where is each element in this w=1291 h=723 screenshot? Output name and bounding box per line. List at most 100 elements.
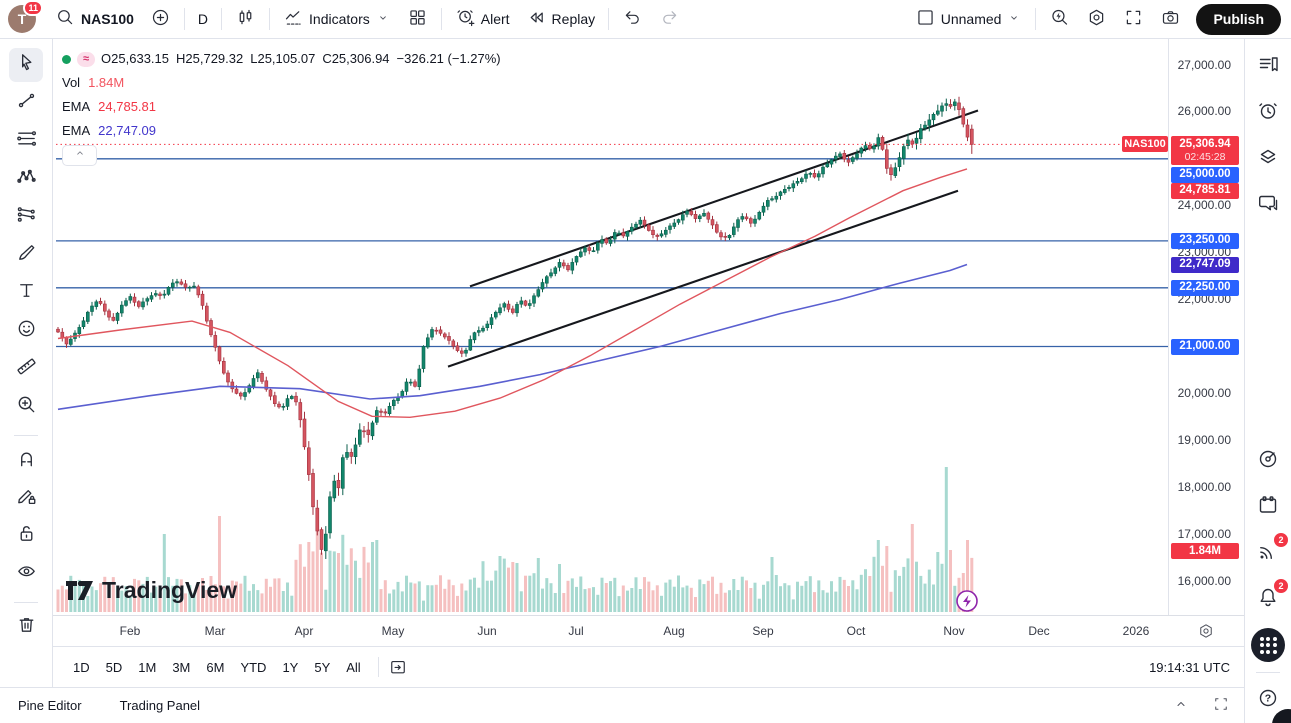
news-lightning-marker[interactable]: [956, 590, 978, 612]
undo-button[interactable]: [615, 4, 650, 34]
price-level-badge: 21,000.00: [1171, 338, 1239, 355]
compare-add-symbol-button[interactable]: [143, 4, 178, 34]
chat-button[interactable]: [1251, 188, 1285, 222]
volume-value: 1.84M: [88, 75, 125, 90]
panel-expand-icon[interactable]: [1212, 695, 1230, 716]
legend-collapse-button[interactable]: [62, 145, 97, 166]
time-axis-settings-gear-icon[interactable]: [1197, 622, 1215, 643]
time-axis-label: Apr: [294, 624, 314, 638]
panel-chevron-up-icon[interactable]: [1172, 695, 1190, 716]
apps-grid-button[interactable]: [1251, 628, 1285, 662]
tool-ruler[interactable]: [9, 352, 43, 386]
indicators-button[interactable]: Indicators: [276, 4, 398, 34]
tool-zoom-in[interactable]: [9, 390, 43, 424]
corner-floating-button[interactable]: [1272, 709, 1291, 723]
chart-pane[interactable]: ≈ O25,633.15 H25,729.32 L25,105.07 C25,3…: [53, 39, 1244, 687]
tool-text[interactable]: [9, 276, 43, 310]
time-axis[interactable]: Feb Mar Apr May Jun Jul Aug Sep Oct Nov Dec 2026: [53, 615, 1244, 646]
redo-button[interactable]: [652, 4, 687, 34]
tool-remove-all[interactable]: [9, 610, 43, 644]
tool-emoji[interactable]: [9, 314, 43, 348]
go-to-date-button[interactable]: [388, 657, 408, 677]
bottom-tab-trading-panel[interactable]: Trading Panel: [119, 698, 201, 713]
tool-trend-line[interactable]: [9, 86, 43, 120]
range-button-1y[interactable]: 1Y: [282, 659, 299, 675]
range-button-1m[interactable]: 1M: [138, 659, 157, 675]
interval-label: D: [197, 11, 209, 27]
market-status-dot: [62, 54, 71, 64]
indicator-templates-button[interactable]: [400, 4, 435, 34]
forecast-icon: [15, 203, 38, 231]
price-level-badge: 1.84M: [1171, 543, 1239, 559]
range-button-ytd[interactable]: YTD: [240, 659, 267, 675]
chart-legend: ≈ O25,633.15 H25,729.32 L25,105.07 C25,3…: [62, 51, 501, 147]
tool-lock-all[interactable]: [9, 519, 43, 553]
range-button-5d[interactable]: 5D: [105, 659, 123, 675]
notifications-button[interactable]: 2: [1251, 578, 1289, 616]
alerts-clock-button[interactable]: [1251, 96, 1285, 130]
brush-icon: [15, 241, 38, 269]
layout-select-button[interactable]: Unnamed: [908, 4, 1030, 34]
legend-ema-fast-row: EMA 24,785.81: [62, 99, 501, 115]
ohlc-close: C25,306.94: [322, 51, 390, 66]
time-axis-label: Oct: [846, 624, 866, 638]
price-scale[interactable]: 27,000.0026,000.0025,000.0024,000.0023,0…: [1168, 39, 1244, 615]
tool-forecast[interactable]: [9, 200, 43, 234]
range-button-all[interactable]: All: [346, 659, 361, 675]
user-avatar[interactable]: T 11: [8, 0, 43, 33]
streams-button[interactable]: 2: [1251, 532, 1289, 570]
calendar-button[interactable]: [1251, 490, 1285, 524]
delayed-data-badge: ≈: [77, 51, 96, 67]
range-button-3m[interactable]: 3M: [172, 659, 191, 675]
drawing-lock-icon: [15, 484, 38, 512]
right-sidebar: 2 2?: [1244, 39, 1291, 723]
publish-button[interactable]: Publish: [1196, 3, 1281, 35]
tool-brush[interactable]: [9, 238, 43, 272]
xabcd-pattern-icon: [15, 165, 38, 193]
timezone-clock[interactable]: 19:14:31 UTC: [1149, 659, 1230, 675]
price-axis-label: 16,000.00: [1177, 573, 1231, 588]
tool-cursor[interactable]: [9, 48, 43, 82]
range-button-1d[interactable]: 1D: [73, 659, 90, 675]
fullscreen-button[interactable]: [1116, 4, 1151, 34]
toolbar-divider: [269, 8, 271, 30]
replay-button[interactable]: Replay: [519, 4, 603, 34]
screener-button[interactable]: [1251, 444, 1285, 478]
time-axis-label: 2026: [1122, 624, 1150, 638]
time-axis-label: Sep: [752, 624, 774, 638]
bottom-tab-pine-editor[interactable]: Pine Editor: [18, 698, 82, 713]
replay-rewind-icon: [526, 7, 547, 31]
screener-icon: [1256, 447, 1280, 476]
range-button-6m[interactable]: 6M: [206, 659, 225, 675]
snapshot-button[interactable]: [1153, 4, 1188, 34]
help-button[interactable]: ?: [1251, 683, 1285, 717]
quick-search-button[interactable]: [1042, 4, 1077, 34]
volume-label: Vol: [62, 75, 81, 90]
tool-drawing-lock[interactable]: [9, 481, 43, 515]
interval-button[interactable]: D: [191, 4, 215, 34]
streams-count-badge: 2: [1273, 532, 1289, 548]
chart-settings-button[interactable]: [1079, 4, 1114, 34]
toolbar-divider: [14, 602, 38, 603]
price-axis-label: 20,000.00: [1177, 385, 1231, 400]
last-price-badge: 25,306.94 02:45:28: [1171, 136, 1239, 166]
object-tree-button[interactable]: [1251, 142, 1285, 176]
tool-magnet[interactable]: [9, 443, 43, 477]
price-level-badge: 22,747.09: [1171, 256, 1239, 273]
symbol-name-badge: NAS100: [1122, 136, 1168, 153]
tool-hide-all[interactable]: [9, 557, 43, 591]
chart-style-button[interactable]: [228, 4, 263, 34]
candlestick-chart[interactable]: [56, 39, 1168, 615]
watchlist-button[interactable]: [1251, 50, 1285, 84]
tool-xabcd-pattern[interactable]: [9, 162, 43, 196]
tool-fib-retracement[interactable]: [9, 124, 43, 158]
create-alert-button[interactable]: Alert: [448, 4, 517, 34]
legend-symbol-row: ≈ O25,633.15 H25,729.32 L25,105.07 C25,3…: [62, 51, 501, 67]
indicators-icon: [283, 7, 304, 31]
grid-layout-icon: [407, 7, 428, 31]
symbol-name: NAS100: [81, 11, 134, 27]
range-button-5y[interactable]: 5Y: [314, 659, 331, 675]
ema-slow-value: 22,747.09: [98, 123, 157, 138]
symbol-search-button[interactable]: NAS100: [48, 4, 141, 34]
price-axis-label: 27,000.00: [1177, 57, 1231, 72]
